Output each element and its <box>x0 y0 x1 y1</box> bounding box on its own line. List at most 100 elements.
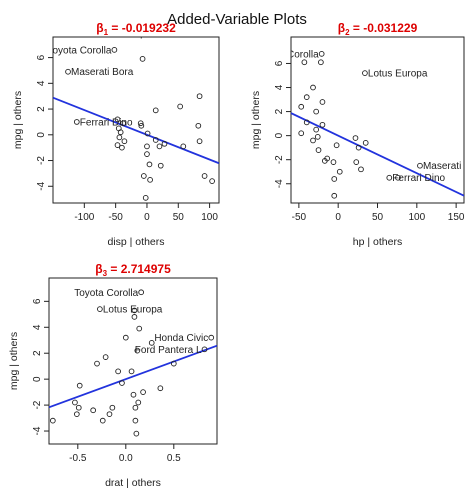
y-tick-label: 4 <box>274 84 285 90</box>
data-point <box>196 93 203 100</box>
point-label: Ferrari Dino <box>392 173 445 184</box>
data-point <box>90 407 97 414</box>
x-tick-label: -100 <box>74 212 94 223</box>
data-point <box>144 151 150 157</box>
data-point <box>138 122 145 129</box>
data-point <box>331 176 338 182</box>
data-point <box>352 135 359 141</box>
data-point <box>139 56 146 62</box>
data-point <box>119 380 125 386</box>
x-axis-label: drat | others <box>105 477 161 489</box>
y-tick-label: 0 <box>32 376 43 382</box>
data-point <box>137 120 144 127</box>
data-point <box>314 133 321 140</box>
data-point <box>75 404 82 411</box>
data-point <box>65 68 71 75</box>
regression-line <box>291 112 464 197</box>
data-point <box>140 389 146 395</box>
data-point <box>128 368 135 375</box>
x-tick-label: 50 <box>372 212 384 223</box>
data-point <box>177 103 184 110</box>
data-point <box>319 99 326 105</box>
data-point <box>131 307 138 314</box>
data-point <box>157 162 164 169</box>
data-point <box>180 143 187 150</box>
page-title: Added-Variable Plots <box>167 11 307 28</box>
point-label: Honda Civic <box>154 333 208 344</box>
point-label: Ferrari Dino <box>80 117 133 128</box>
data-point <box>106 411 113 418</box>
coefficient-label: β1 = -0.019232 <box>96 21 176 37</box>
plot-panel-3: β3 = 2.714975 -0.5 0.0 0.5 -4 -2 0 2 4 6 drat | ot… <box>8 262 218 489</box>
x-tick-label: 50 <box>173 212 185 223</box>
data-point <box>331 192 338 199</box>
x-tick-label: 0.0 <box>119 453 133 464</box>
data-point <box>138 289 145 296</box>
data-point <box>119 144 125 151</box>
data-point <box>109 404 116 411</box>
data-point <box>144 130 151 137</box>
data-point <box>115 368 121 375</box>
x-tick-label: 0 <box>144 212 150 223</box>
data-point <box>99 417 106 424</box>
data-point <box>319 121 326 128</box>
data-point <box>111 47 118 53</box>
y-tick-label: 4 <box>36 80 47 86</box>
y-tick-label: 0 <box>36 132 47 138</box>
data-point <box>147 176 153 183</box>
data-point <box>133 430 140 437</box>
data-point <box>73 411 80 418</box>
data-point <box>132 417 139 424</box>
data-point <box>303 119 310 126</box>
y-axis-label: mpg | others <box>8 332 20 390</box>
data-point <box>136 325 143 332</box>
data-point <box>318 59 324 66</box>
x-tick-label: 150 <box>448 212 465 223</box>
point-label: Toyota Corolla <box>74 288 138 299</box>
data-point <box>144 143 150 150</box>
data-point <box>140 173 147 179</box>
data-point <box>102 354 109 360</box>
data-point <box>73 119 80 125</box>
data-point <box>146 161 153 168</box>
y-tick-label: -2 <box>274 155 285 164</box>
data-point <box>152 107 159 114</box>
plot-frame <box>48 277 218 445</box>
y-tick-label: 0 <box>274 132 285 138</box>
data-point <box>355 144 362 151</box>
y-tick-label: 6 <box>274 60 285 66</box>
plot-panel-1: β1 = -0.019232 -100 -50 0 50 100 -4 -2 0 2 4 6 disp … <box>12 21 220 248</box>
data-point <box>130 391 137 398</box>
point-label: Lotus Europa <box>92 29 152 40</box>
data-point <box>114 142 121 148</box>
y-tick-label: -4 <box>32 426 43 435</box>
data-point <box>86 31 91 36</box>
data-point <box>117 129 124 136</box>
data-point <box>303 94 310 100</box>
y-tick-label: -2 <box>36 156 47 165</box>
y-tick-label: 2 <box>274 108 285 114</box>
point-label: Toyota Corolla <box>255 49 319 60</box>
data-point <box>324 155 331 162</box>
data-point <box>353 159 360 165</box>
data-point <box>362 140 369 146</box>
x-tick-label: 0 <box>335 212 341 223</box>
regression-line <box>49 344 217 409</box>
data-point <box>122 334 129 341</box>
x-tick-label: -0.5 <box>69 453 87 464</box>
data-point <box>313 126 320 133</box>
y-axis-label: mpg | others <box>12 91 24 149</box>
plot-area: Toyota Corolla Lotus Europa Honda CivicFor… <box>49 288 217 437</box>
plot-area: Toyota Corolla Lotus Europa Maserati BoraF… <box>255 49 464 199</box>
data-point <box>333 142 340 149</box>
y-tick-label: -2 <box>32 400 43 409</box>
data-point <box>395 174 401 181</box>
data-point <box>201 346 208 353</box>
data-point <box>49 417 56 424</box>
coefficient-label: β3 = 2.714975 <box>95 262 171 278</box>
y-tick-label: 2 <box>36 106 47 112</box>
data-point <box>135 399 142 406</box>
plot-area: Ferrari Dino Maserati Bora Lotus Europa Toy… <box>53 29 219 201</box>
regression-line <box>53 96 219 165</box>
